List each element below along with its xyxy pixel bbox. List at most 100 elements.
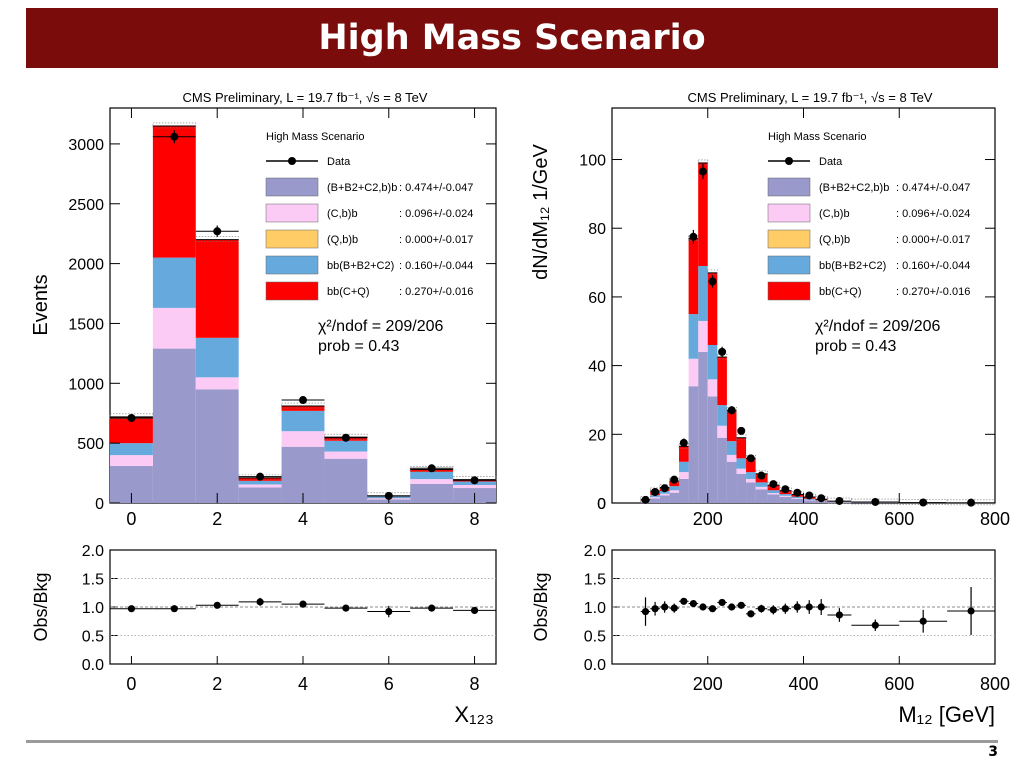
- bar-bb-b-b2-c2--5: [324, 440, 368, 452]
- legend-value-2: : 0.096+/-0.024: [896, 208, 970, 220]
- ratio-point-1: [170, 605, 178, 613]
- ratio-y-tick-label-2.0: 2.0: [584, 543, 606, 560]
- ratio-point-2: [213, 601, 221, 609]
- legend-label-4: bb(B+B2+C2): [819, 260, 886, 272]
- legend-swatch-1: [767, 177, 811, 197]
- ratio-point-3: [670, 604, 678, 612]
- data-point-12: [757, 471, 766, 480]
- bar-bb-c-q--2: [195, 239, 239, 338]
- left-x-axis-label: X₁₂₃: [454, 702, 494, 727]
- bar--c-b-b-13: [767, 493, 780, 495]
- bar--b-b2-c2-b-b-10: [736, 473, 747, 503]
- bar-bb-b-b2-c2--2: [195, 337, 239, 378]
- legend-label-3: (Q,b)b: [819, 234, 850, 246]
- bar--c-b-b-8: [453, 485, 496, 489]
- legend-label-0: Data: [327, 156, 351, 168]
- right-ratio-plot: 0.0 0.5 1.0 1.5 2.0 200 400 600 800: [584, 543, 1010, 694]
- y-tick-label-60: 60: [588, 290, 606, 307]
- bar-bb-b-b2-c2--13: [767, 490, 780, 494]
- data-point-0: [641, 495, 650, 504]
- bar-bb-b-b2-c2--7: [410, 471, 454, 480]
- y-tick-label-2500: 2500: [68, 197, 104, 214]
- legend-label-4: bb(B+B2+C2): [327, 260, 394, 272]
- bar--c-b-b-10: [736, 468, 747, 474]
- data-point-2: [660, 484, 669, 493]
- ratio-y-tick-label-1.0: 1.0: [584, 600, 606, 617]
- ratio-point-16: [805, 603, 813, 611]
- right-chi2: χ²/ndof = 209/206: [815, 318, 940, 335]
- bar--b-b2-c2-b-b-2: [659, 495, 670, 503]
- y-tick-label-1500: 1500: [68, 316, 104, 333]
- left-plot-title: CMS Preliminary, L = 19.7 fb⁻¹, √s = 8 T…: [183, 90, 428, 105]
- legend-swatch-3: [265, 229, 319, 249]
- uncertainty-band-17: [815, 495, 828, 502]
- legend-swatch-1: [265, 177, 319, 197]
- bar--c-b-b-1: [152, 307, 196, 349]
- left-main-axes: 0 500 1000 1500 2000 2500 3000 0 2 4 6 8: [68, 108, 496, 529]
- bar--b-b2-c2-b-b-12: [755, 489, 768, 503]
- ratio-point-5: [689, 599, 697, 608]
- bar-bb-c-q--1: [152, 125, 196, 258]
- bar--c-b-b-3: [238, 484, 282, 488]
- legend-value-2: : 0.096+/-0.024: [399, 208, 473, 220]
- legend-data-marker: [288, 157, 296, 165]
- uncertainty-band-10: [736, 434, 747, 441]
- data-point-8: [718, 347, 727, 356]
- ratio-point-10: [737, 601, 745, 609]
- ratio-point-9: [728, 603, 736, 611]
- ratio-y-tick-label-1.0: 1.0: [82, 600, 104, 617]
- bar-bb-c-q--6: [698, 162, 708, 266]
- ratio-point-15: [793, 603, 801, 611]
- bar--c-b-b-1: [650, 497, 660, 499]
- data-point-14: [781, 485, 790, 494]
- bar--b-b2-c2-b-b-5: [688, 386, 699, 503]
- bar-bb-c-q--4: [281, 406, 325, 411]
- left-ratio-plot: 0.0 0.5 1.0 1.5 2.0 0 2 4 6 8: [82, 543, 496, 694]
- data-point-7: [427, 464, 436, 473]
- y-tick-label-2000: 2000: [68, 257, 104, 274]
- x-tick-label-4: 4: [298, 509, 308, 529]
- right-legend: High Mass Scenario Data (B+B2+C2,b)b: 0.47…: [767, 131, 970, 301]
- bar--b-b2-c2-b-b-7: [410, 483, 454, 503]
- uncertainty-band-7: [707, 269, 718, 276]
- ratio-point-18: [835, 611, 844, 619]
- ratio-x-tick-label-600: 600: [884, 674, 914, 694]
- x-tick-label-2: 2: [212, 509, 222, 529]
- data-point-21: [967, 498, 976, 507]
- uncertainty-band-19: [851, 498, 900, 505]
- legend-header: High Mass Scenario: [768, 131, 866, 143]
- bar--c-b-b-5: [324, 451, 368, 459]
- plots-canvas: CMS Preliminary, L = 19.7 fb⁻¹, √s = 8 T…: [30, 90, 1010, 727]
- ratio-y-tick-label-0.5: 0.5: [584, 629, 606, 646]
- bar--c-b-b-9: [726, 454, 737, 462]
- uncertainty-band-13: [767, 481, 780, 488]
- legend-value-3: : 0.000+/-0.017: [896, 234, 970, 246]
- bar-bb-b-b2-c2--10: [736, 458, 747, 469]
- legend-label-2: (C,b)b: [819, 208, 850, 220]
- uncertainty-band-21: [946, 499, 996, 506]
- left-y-axis-label: Events: [30, 274, 52, 335]
- bar--c-b-b-12: [755, 486, 768, 490]
- ratio-point-4: [299, 600, 307, 608]
- right-prob: prob = 0.43: [815, 338, 897, 355]
- legend-value-4: : 0.160+/-0.044: [896, 260, 970, 272]
- x-tick-label-400: 400: [788, 509, 818, 529]
- bar--b-b2-c2-b-b-1: [152, 348, 196, 503]
- ratio-point-3: [256, 598, 264, 606]
- bar-bb-b-b2-c2--6: [698, 266, 708, 321]
- right-ratio-y-label: Obs/Bkg: [531, 572, 551, 641]
- right-panel: CMS Preliminary, L = 19.7 fb⁻¹, √s = 8 T…: [530, 90, 1010, 727]
- bar--b-b2-c2-b-b-8: [717, 437, 727, 503]
- data-point-11: [746, 454, 755, 463]
- data-point-17: [817, 494, 826, 503]
- bar-bb-b-b2-c2--1: [152, 257, 196, 308]
- legend-swatch-4: [265, 255, 319, 275]
- data-point-15: [793, 488, 802, 497]
- bar--b-b2-c2-b-b-9: [726, 461, 737, 503]
- legend-value-4: : 0.160+/-0.044: [399, 260, 473, 272]
- left-ratio-y-label: Obs/Bkg: [31, 572, 51, 641]
- ratio-x-tick-label-8: 8: [470, 674, 480, 694]
- ratio-point-19: [871, 621, 879, 629]
- legend-value-3: : 0.000+/-0.017: [399, 234, 473, 246]
- right-data-points: [641, 163, 976, 507]
